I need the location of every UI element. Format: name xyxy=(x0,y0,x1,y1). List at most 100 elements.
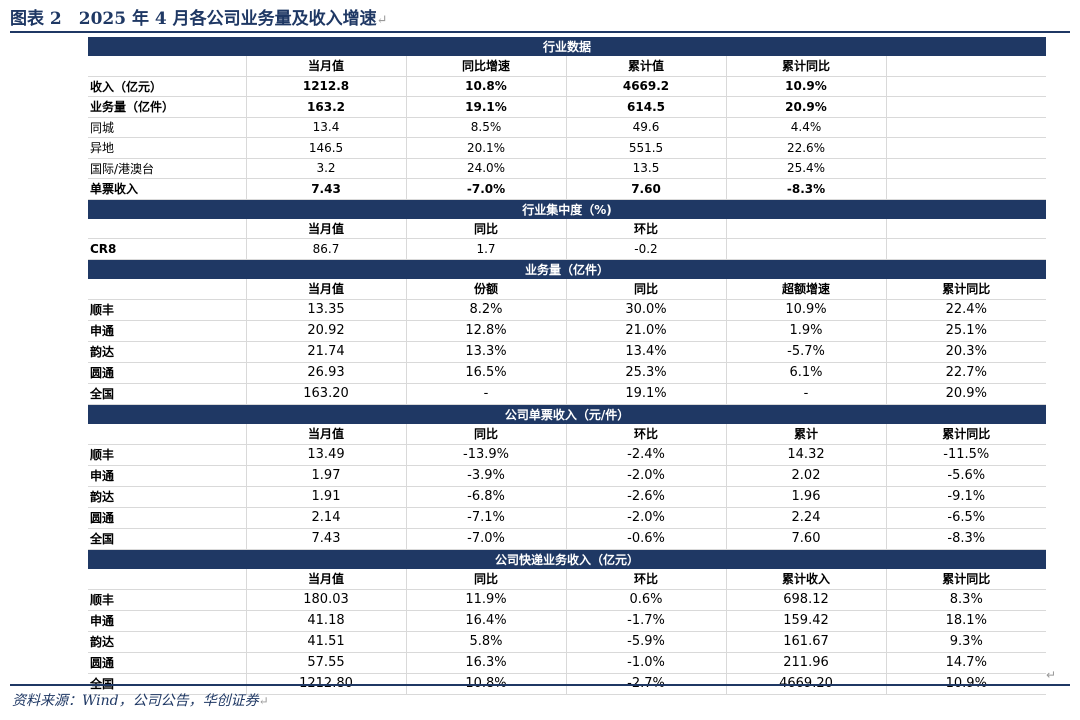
table-cell: 16.4% xyxy=(406,610,567,632)
figure-title: 图表 2 2025 年 4 月各公司业务量及收入增速↵ xyxy=(10,4,388,29)
table-cell: 18.1% xyxy=(886,610,1047,632)
column-header: 同比 xyxy=(406,568,567,590)
table-row: 业务量（亿件） 163.2 19.1% 614.5 20.9% xyxy=(88,96,1047,118)
section-band-label: 公司快递业务收入（亿元） xyxy=(88,549,1047,569)
return-mark-icon: ↵ xyxy=(376,13,388,28)
table-cell: 22.6% xyxy=(726,137,887,159)
column-header: 同比 xyxy=(406,218,567,239)
table-cell: 21.74 xyxy=(246,341,407,363)
table-cell: 41.51 xyxy=(246,631,407,653)
table-cell: 3.2 xyxy=(246,158,407,179)
table-cell: 7.60 xyxy=(566,178,727,200)
table-cell: 0.6% xyxy=(566,589,727,611)
table-cell: 8.2% xyxy=(406,299,567,321)
table-cell: -2.6% xyxy=(566,486,727,508)
table-cell: 1.7 xyxy=(406,238,567,260)
table-cell: -7.0% xyxy=(406,178,567,200)
section-band: 公司单票收入（元/件） xyxy=(88,404,1047,424)
column-header: 累计收入 xyxy=(726,568,887,590)
table-cell: 551.5 xyxy=(566,137,727,159)
column-header: 环比 xyxy=(566,568,727,590)
table-cell xyxy=(886,178,1047,200)
table-cell: 1.91 xyxy=(246,486,407,508)
table-cell: 163.2 xyxy=(246,96,407,118)
table-cell: 8.3% xyxy=(886,589,1047,611)
column-header xyxy=(886,56,1047,77)
table-cell: 6.1% xyxy=(726,362,887,384)
table-cell: 20.1% xyxy=(406,137,567,159)
bottom-rule xyxy=(10,684,1070,686)
table-cell: 16.5% xyxy=(406,362,567,384)
table-cell: -6.8% xyxy=(406,486,567,508)
section-band: 行业集中度（%) xyxy=(88,199,1047,219)
column-header: 累计 xyxy=(726,423,887,445)
row-label: 申通 xyxy=(88,610,247,632)
section-band-label: 公司单票收入（元/件） xyxy=(88,404,1047,424)
table-cell: -5.7% xyxy=(726,341,887,363)
row-label: 圆通 xyxy=(88,507,247,529)
table-row: 同城 13.4 8.5% 49.6 4.4% xyxy=(88,117,1047,138)
table-cell: -13.9% xyxy=(406,444,567,466)
column-header: 同比 xyxy=(566,278,727,300)
table-cell: -8.3% xyxy=(886,528,1047,550)
table-cell: -2.4% xyxy=(566,444,727,466)
row-label: 全国 xyxy=(88,383,247,405)
table-cell: -6.5% xyxy=(886,507,1047,529)
table-cell: 13.4% xyxy=(566,341,727,363)
table-cell: 8.5% xyxy=(406,117,567,138)
table-row: CR8 86.7 1.7 -0.2 xyxy=(88,238,1047,260)
table-cell: 49.6 xyxy=(566,117,727,138)
table-cell: 57.55 xyxy=(246,652,407,674)
table-row: 顺丰 13.35 8.2% 30.0% 10.9% 22.4% xyxy=(88,299,1047,321)
table-row: 全国 163.20-19.1% -20.9% xyxy=(88,383,1047,405)
table-row: 申通 41.18 16.4% -1.7% 159.42 18.1% xyxy=(88,610,1047,632)
column-header xyxy=(88,278,247,300)
column-header xyxy=(88,56,247,77)
column-header: 当月值 xyxy=(246,278,407,300)
table-row: 申通 1.97 -3.9% -2.0% 2.02 -5.6% xyxy=(88,465,1047,487)
table-cell: 698.12 xyxy=(726,589,887,611)
table-cell xyxy=(886,158,1047,179)
table-cell: 20.92 xyxy=(246,320,407,342)
column-header: 同比增速 xyxy=(406,56,567,77)
table-cell: 14.32 xyxy=(726,444,887,466)
table-cell: 13.5 xyxy=(566,158,727,179)
table-row: 圆通 57.55 16.3% -1.0% 211.96 14.7% xyxy=(88,652,1047,674)
table-cell: -3.9% xyxy=(406,465,567,487)
table-cell: 2.24 xyxy=(726,507,887,529)
table-cell xyxy=(886,137,1047,159)
section-band-label: 业务量（亿件） xyxy=(88,259,1047,279)
table-cell: 4.4% xyxy=(726,117,887,138)
table-cell: 1.97 xyxy=(246,465,407,487)
table-cell: -2.7% xyxy=(566,673,727,695)
table-cell: 146.5 xyxy=(246,137,407,159)
table-cell: 12.8% xyxy=(406,320,567,342)
table-cell: 25.3% xyxy=(566,362,727,384)
header-row: 当月值 同比 环比 累计 累计同比 xyxy=(88,423,1047,445)
column-header: 超额增速 xyxy=(726,278,887,300)
table-cell: -5.6% xyxy=(886,465,1047,487)
row-label: 业务量（亿件） xyxy=(88,96,247,118)
table-cell: -2.0% xyxy=(566,507,727,529)
table-cell: 4669.20 xyxy=(726,673,887,695)
column-header: 累计同比 xyxy=(886,278,1047,300)
table-cell: 20.9% xyxy=(726,96,887,118)
table-cell xyxy=(886,76,1047,97)
table-cell: 1.96 xyxy=(726,486,887,508)
row-label: 韵达 xyxy=(88,486,247,508)
table-cell: -8.3% xyxy=(726,178,887,200)
table-row: 圆通 2.14 -7.1% -2.0% 2.24 -6.5% xyxy=(88,507,1047,529)
table-cell: 30.0% xyxy=(566,299,727,321)
table-cell: -7.0% xyxy=(406,528,567,550)
row-label: 韵达 xyxy=(88,341,247,363)
table-cell: 13.4 xyxy=(246,117,407,138)
section-band: 公司快递业务收入（亿元） xyxy=(88,549,1047,569)
table-cell: 20.3% xyxy=(886,341,1047,363)
table-row: 全国1212.8010.8%-2.7%4669.2010.9% xyxy=(88,673,1047,695)
table-cell: 11.9% xyxy=(406,589,567,611)
row-label: 同城 xyxy=(88,117,247,138)
section-band-label: 行业集中度（%) xyxy=(88,199,1047,219)
header-row: 当月值 同比增速 累计值 累计同比 xyxy=(88,56,1047,77)
row-label: 申通 xyxy=(88,465,247,487)
column-header: 当月值 xyxy=(246,568,407,590)
